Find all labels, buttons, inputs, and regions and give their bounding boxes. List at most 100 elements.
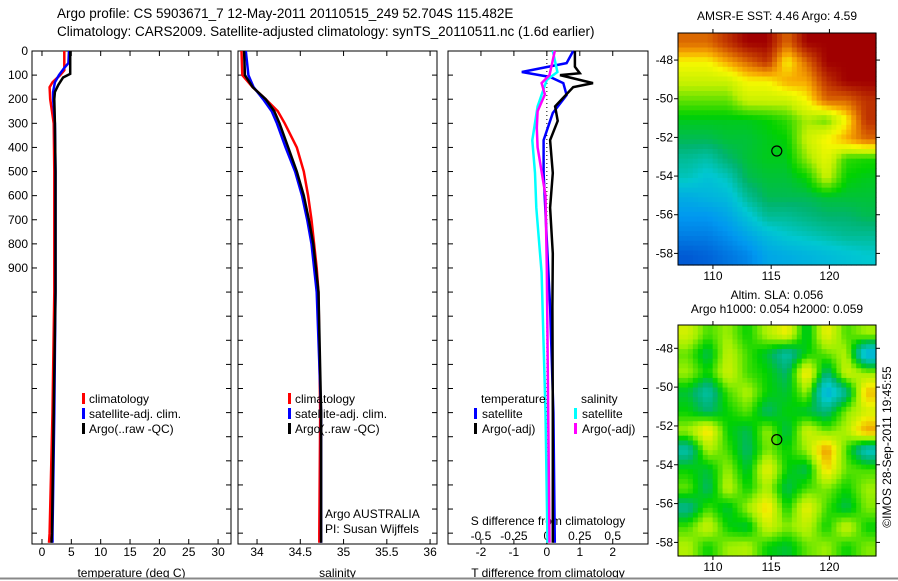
heatmap-cell [697,426,704,432]
heatmap-cell [861,95,867,102]
heatmap-cell [871,168,877,174]
heatmap-cell [796,95,803,102]
heatmap-cell [861,57,867,63]
heatmap-cell [687,81,694,87]
heatmap-cell [712,57,719,63]
heatmap-cell [856,479,862,485]
heatmap-cell [697,153,704,160]
heatmap-cell [717,445,724,451]
heatmap-cell [687,173,694,179]
heatmap-cell [851,52,857,58]
heatmap-cell [801,216,808,223]
heatmap-cell [851,42,857,49]
heatmap-cell [781,173,788,179]
heatmap-cell [861,536,867,543]
heatmap-cell [687,488,694,495]
heatmap-cell [757,211,763,218]
heatmap-cell [781,349,788,355]
heatmap-cell [836,163,842,169]
heatmap-cell [811,454,818,461]
heatmap-cell [791,124,798,131]
heatmap-cell [712,129,719,136]
heatmap-cell [697,416,704,422]
heatmap-cell [811,536,818,543]
heatmap-cell [757,86,763,92]
heatmap-cell [816,86,823,92]
heatmap-cell [702,421,709,427]
heatmap-cell [678,115,684,121]
heatmap-cell [707,531,714,538]
heatmap-cell [678,358,684,365]
heatmap-cell [816,100,823,107]
heatmap-cell [682,163,689,169]
heatmap-cell [851,163,857,169]
heatmap-cell [806,66,813,73]
heatmap-cell [732,95,738,102]
heatmap-cell [678,498,684,504]
heatmap-cell [781,86,788,92]
heatmap-cell [791,158,798,165]
heatmap-cell [732,440,738,446]
heatmap-cell [791,363,798,369]
heatmap-cell [752,459,758,466]
legend-swatch [574,408,577,419]
heatmap-cell [697,76,704,82]
heatmap-cell [801,339,808,345]
heatmap-cell [781,416,788,422]
heatmap-cell [692,512,699,519]
heatmap-cell [717,153,724,160]
heatmap-cell [767,168,773,174]
heatmap-cell [702,47,709,53]
heatmap-cell [712,158,719,165]
heatmap-cell [757,498,763,504]
heatmap-cell [767,178,773,184]
heatmap-cell [777,197,783,203]
heatmap-cell [796,149,803,155]
heatmap-cell [717,464,724,470]
heatmap-cell [742,493,748,499]
heatmap-cell [737,76,743,82]
heatmap-cell [866,339,872,345]
heatmap-cell [806,153,813,160]
heatmap-cell [871,66,877,73]
heatmap-cell [742,527,748,533]
heatmap-cell [737,240,743,247]
heatmap-cell [742,406,748,413]
heatmap-cell [791,503,798,509]
heatmap-cell [682,527,689,533]
heatmap-cell [861,144,867,150]
heatmap-cell [866,358,872,365]
heatmap-cell [712,402,719,408]
heatmap-cell [816,187,823,194]
heatmap-cell [841,411,847,418]
heatmap-cell [841,211,847,218]
heatmap-cell [767,192,773,198]
heatmap-cell [687,110,694,116]
heatmap-cell [747,100,753,107]
heatmap-cell [717,368,724,374]
heatmap-cell [747,517,753,523]
heatmap-cell [737,207,743,213]
heatmap-cell [811,182,818,189]
heatmap-cell [707,469,714,475]
heatmap-cell [762,392,768,398]
heatmap-cell [767,546,773,552]
heatmap-cell [777,459,783,466]
heatmap-cell [732,421,738,427]
heatmap-cell [846,397,852,403]
heatmap-cell [836,173,842,179]
heatmap-cell [816,66,823,73]
heatmap-cell [826,503,833,509]
heatmap-cell [692,139,699,145]
heatmap-cell [871,527,877,533]
heatmap-cell [742,368,748,374]
heatmap-cell [816,469,823,475]
heatmap-cell [796,255,803,261]
lon-tick-label: 115 [762,269,781,283]
heatmap-cell [712,488,719,495]
heatmap-cell [737,402,743,408]
heatmap-cell [826,173,833,179]
heatmap-cell [678,488,684,495]
heatmap-cell [836,81,842,87]
